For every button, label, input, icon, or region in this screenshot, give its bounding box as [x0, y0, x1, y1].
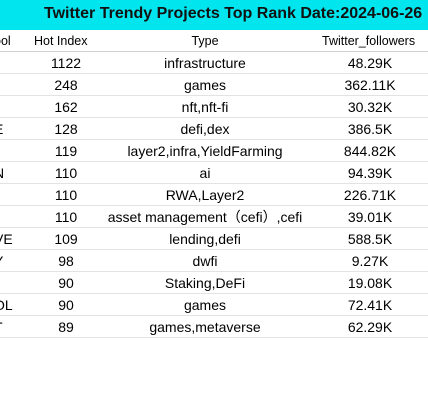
cell-followers: 386.5K: [347, 121, 393, 137]
title-bar: Twitter Trendy Projects Top Rank Date:20…: [0, 0, 428, 30]
cell-followers: 62.29K: [347, 319, 393, 335]
cell-hot-index: 90: [58, 297, 74, 313]
table-row: 162 nft,nft-fi 30.32K: [0, 96, 428, 118]
cell-followers: 362.11K: [344, 77, 396, 93]
cell-type: dwfi: [192, 253, 218, 269]
table-row: E 128 defi,dex 386.5K: [0, 118, 428, 140]
cell-hot-index: 110: [54, 187, 78, 203]
table-row: OL 90 games 72.41K: [0, 294, 428, 316]
cell-hot-index: 89: [58, 319, 74, 335]
cell-type: asset management（cefi）,cefi: [107, 209, 303, 225]
column-header-type: Type: [191, 34, 219, 48]
table-row: N 110 ai 94.39K: [0, 162, 428, 184]
column-header-hot-index: Hot Index: [34, 34, 88, 48]
table-row: 1122 infrastructure 48.29K: [0, 52, 428, 74]
cell-hot-index: 162: [54, 99, 78, 115]
cell-followers: 19.08K: [347, 275, 393, 291]
table-row: 248 games 362.11K: [0, 74, 428, 96]
cell-type: ai: [199, 165, 211, 181]
cell-hot-index: 110: [54, 209, 78, 225]
column-header-followers: Twitter_followers: [322, 34, 416, 48]
cell-type: layer2,infra,YieldFarming: [127, 143, 283, 159]
cell-hot-index: 248: [54, 77, 78, 93]
cell-symbol: E: [0, 121, 30, 137]
cell-type: infrastructure: [164, 55, 246, 71]
cell-hot-index: 109: [54, 231, 78, 247]
table-row: 110 asset management（cefi）,cefi 39.01K: [0, 206, 428, 228]
cell-followers: 9.27K: [351, 253, 389, 269]
table-body: 1122 infrastructure 48.29K 248 games 362.11K 1…: [0, 52, 428, 338]
cell-followers: 39.01K: [347, 209, 393, 225]
cell-type: games: [183, 77, 227, 93]
cell-symbol: N: [0, 165, 30, 181]
cell-hot-index: 90: [58, 275, 74, 291]
table-row: 90 Staking,DeFi 19.08K: [0, 272, 428, 294]
cell-type: RWA,Layer2: [165, 187, 245, 203]
cell-type: Staking,DeFi: [164, 275, 246, 291]
cell-symbol: Y: [0, 253, 30, 269]
cell-followers: 226.71K: [343, 187, 397, 203]
table-row: 110 RWA,Layer2 226.71K: [0, 184, 428, 206]
cell-symbol: VE: [0, 231, 13, 247]
cell-followers: 48.29K: [347, 55, 393, 71]
cell-followers: 94.39K: [347, 165, 393, 181]
table-row: VE 109 lending,defi 588.5K: [0, 228, 428, 250]
cell-hot-index: 110: [54, 165, 78, 181]
cell-symbol: OL: [0, 297, 13, 313]
cell-followers: 844.82K: [343, 143, 397, 159]
cell-symbol: T: [0, 319, 30, 335]
cell-type: games,metaverse: [149, 319, 261, 335]
column-header-symbol: ool: [0, 34, 11, 48]
cell-type: defi,dex: [180, 121, 230, 137]
cell-followers: 588.5K: [347, 231, 393, 247]
table-title: Twitter Trendy Projects Top Rank Date:20…: [44, 5, 423, 22]
cell-followers: 30.32K: [347, 99, 393, 115]
cell-type: nft,nft-fi: [181, 99, 229, 115]
cell-hot-index: 98: [58, 253, 74, 269]
cell-followers: 72.41K: [347, 297, 393, 313]
cell-hot-index: 1122: [50, 55, 82, 71]
table-row: T 89 games,metaverse 62.29K: [0, 316, 428, 338]
cell-hot-index: 119: [54, 143, 78, 159]
cell-hot-index: 128: [54, 121, 78, 137]
table-row: Y 98 dwfi 9.27K: [0, 250, 428, 272]
cell-type: lending,defi: [169, 231, 241, 247]
cell-type: games: [183, 297, 227, 313]
ranking-table: ool Hot Index Type Twitter_followers 112…: [0, 30, 428, 338]
table-row: 119 layer2,infra,YieldFarming 844.82K: [0, 140, 428, 162]
table-header-row: ool Hot Index Type Twitter_followers: [0, 30, 428, 52]
